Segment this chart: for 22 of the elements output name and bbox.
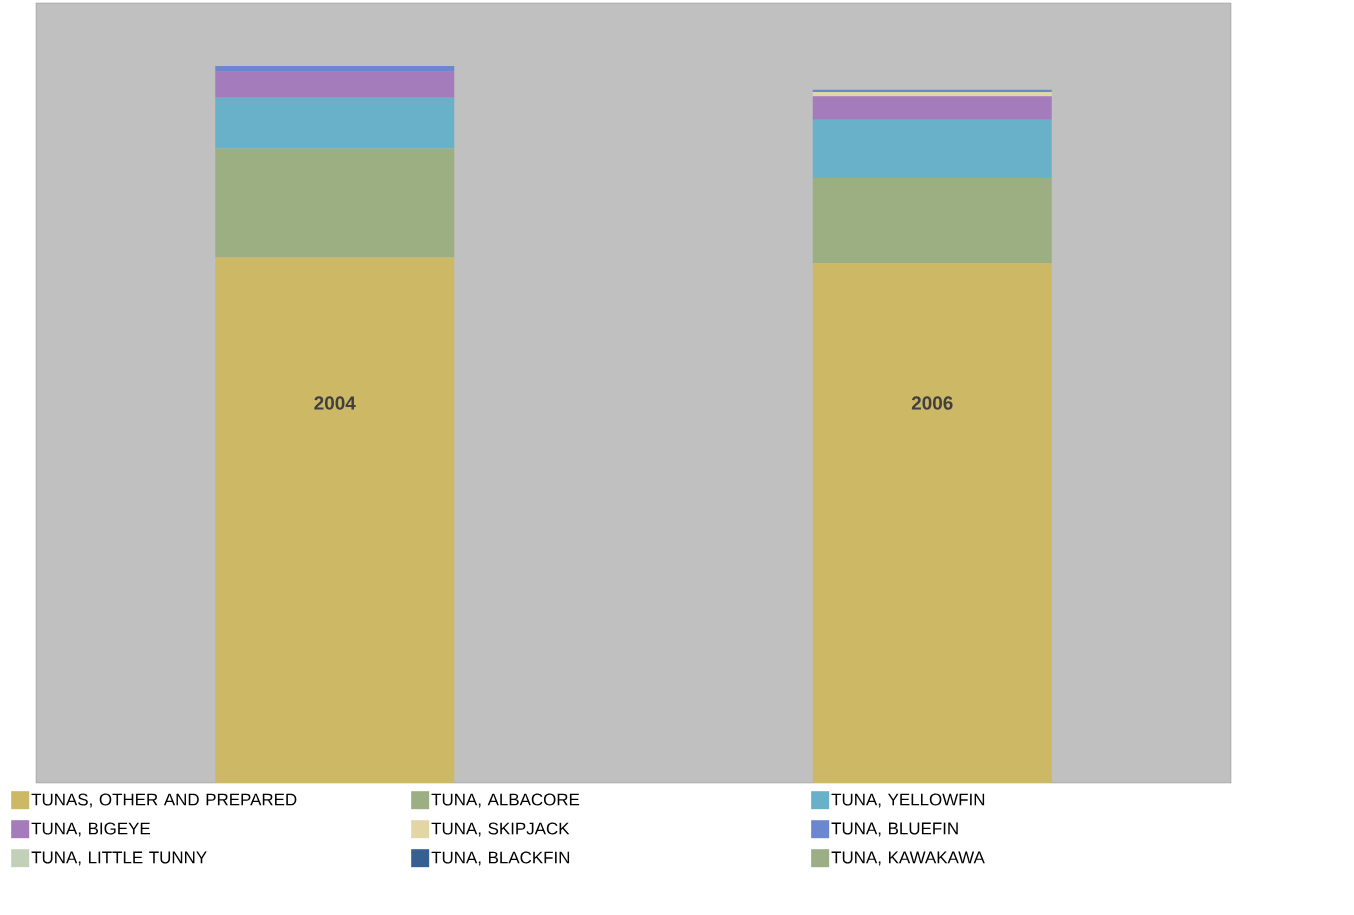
bar (215, 97, 455, 149)
legend-label: TUNA, BIGEYE (31, 822, 150, 837)
bar (812, 91, 1052, 97)
legend-label: TUNA, YELLOWFIN (831, 793, 985, 808)
x-tick-label: 2004 (314, 396, 356, 410)
bar (215, 148, 455, 258)
legend-label: TUNA, KAWAKAWA (831, 851, 985, 866)
bar (812, 96, 1052, 120)
bar (812, 177, 1052, 264)
bar (812, 263, 1052, 783)
bar (215, 66, 455, 72)
x-tick-label: 2006 (911, 396, 953, 410)
legend-label: TUNA, SKIPJACK (431, 822, 570, 837)
legend-label: TUNA, BLACKFIN (431, 851, 570, 866)
legend-label: TUNA, ALBACORE (431, 793, 580, 808)
legend-label: TUNA, LITTLE TUNNY (31, 851, 207, 866)
legend-label: TUNAS, OTHER AND PREPARED (31, 793, 297, 808)
bar (812, 119, 1052, 178)
bar (215, 71, 455, 98)
bar (215, 257, 455, 783)
legend-label: TUNA, BLUEFIN (831, 822, 958, 837)
bar (812, 89, 1052, 92)
